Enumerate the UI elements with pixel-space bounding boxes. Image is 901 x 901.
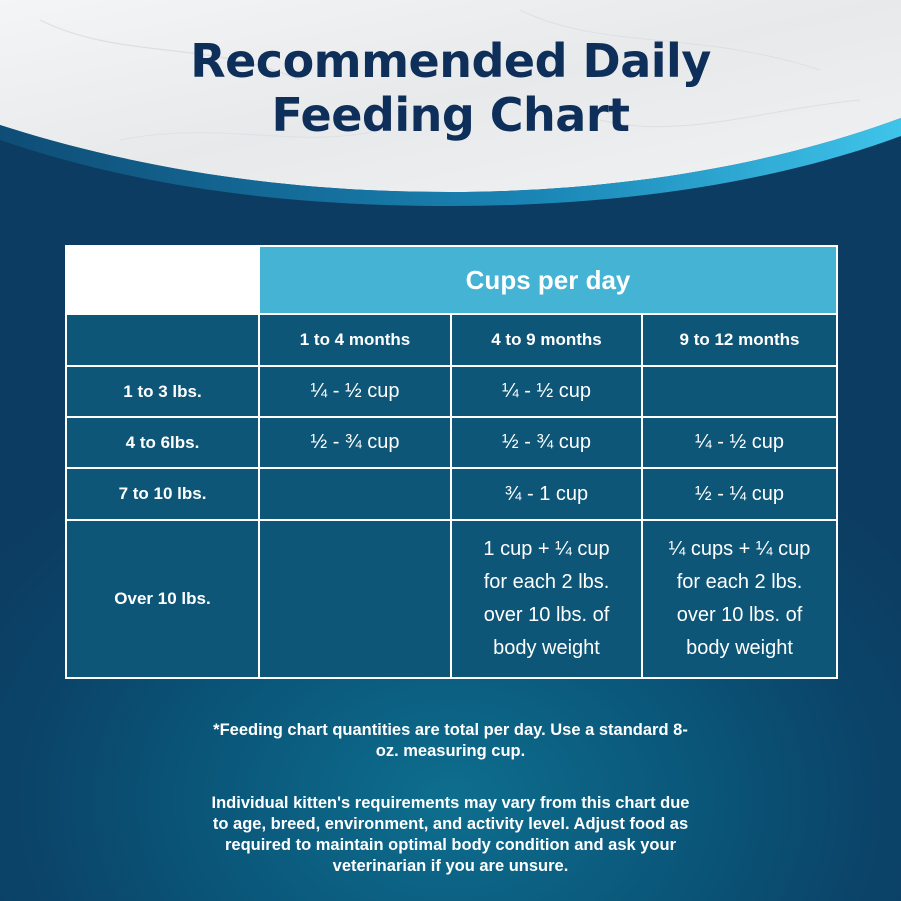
title-line-1: Recommended Daily bbox=[190, 34, 711, 88]
table-cell: 1 cup + ¼ cup for each 2 lbs. over 10 lb… bbox=[450, 518, 643, 680]
note-line: veterinarian if you are unsure. bbox=[332, 857, 569, 875]
note-line: Individual kitten's requirements may var… bbox=[211, 794, 690, 812]
marble-header-background bbox=[0, 0, 901, 206]
age-header-row: 1 to 4 months 4 to 9 months 9 to 12 mont… bbox=[65, 313, 839, 368]
table-row: 1 to 3 lbs. ¼ - ½ cup ¼ - ½ cup bbox=[65, 365, 839, 419]
table-cell bbox=[640, 365, 839, 419]
cell-line: for each 2 lbs. bbox=[483, 570, 610, 593]
age-header-9-to-12: 9 to 12 months bbox=[640, 313, 839, 368]
page-title: Recommended Daily Feeding Chart bbox=[0, 34, 901, 142]
weight-column-header: Weight in lbs. bbox=[65, 244, 260, 316]
cell-line: over 10 lbs. of bbox=[483, 603, 610, 626]
table-cell: ½ - ¼ cup bbox=[640, 467, 839, 521]
note-line: oz. measuring cup. bbox=[375, 742, 526, 760]
table-row: Over 10 lbs. 1 cup + ¼ cup for each 2 lb… bbox=[65, 518, 839, 680]
age-header-empty bbox=[65, 313, 260, 368]
cell-line: for each 2 lbs. bbox=[676, 570, 803, 593]
table-cell: ½ - ¾ cup bbox=[258, 416, 452, 470]
table-row: 4 to 6lbs. ½ - ¾ cup ½ - ¾ cup ¼ - ½ cup bbox=[65, 416, 839, 470]
weight-label: 1 to 3 lbs. bbox=[65, 365, 260, 419]
cell-line: 1 cup + ¼ cup bbox=[483, 537, 610, 560]
table-cell bbox=[258, 467, 452, 521]
table-cell: ¼ - ½ cup bbox=[640, 416, 839, 470]
cups-per-day-header: Cups per day bbox=[257, 244, 839, 316]
age-header-4-to-9: 4 to 9 months bbox=[450, 313, 643, 368]
cell-line: ¼ cups + ¼ cup bbox=[668, 537, 811, 560]
table-cell: ¾ - 1 cup bbox=[450, 467, 643, 521]
age-header-1-to-4: 1 to 4 months bbox=[258, 313, 452, 368]
cell-line: body weight bbox=[686, 636, 793, 659]
table-cell: ¼ - ½ cup bbox=[258, 365, 452, 419]
cell-line: over 10 lbs. of bbox=[676, 603, 803, 626]
feeding-chart-table: Weight in lbs. Cups per day 1 to 4 month… bbox=[65, 244, 839, 680]
table-cell: ½ - ¾ cup bbox=[450, 416, 643, 470]
weight-label: 7 to 10 lbs. bbox=[65, 467, 260, 521]
table-header-row: Weight in lbs. Cups per day bbox=[65, 244, 839, 316]
table-row: 7 to 10 lbs. ¾ - 1 cup ½ - ¼ cup bbox=[65, 467, 839, 521]
requirements-disclaimer: Individual kitten's requirements may var… bbox=[120, 793, 781, 877]
table-cell: ¼ - ½ cup bbox=[450, 365, 643, 419]
weight-label: Over 10 lbs. bbox=[65, 518, 260, 680]
cell-line: body weight bbox=[493, 636, 600, 659]
note-line: required to maintain optimal body condit… bbox=[224, 836, 677, 854]
title-line-2: Feeding Chart bbox=[271, 88, 630, 142]
measuring-cup-note: *Feeding chart quantities are total per … bbox=[120, 720, 781, 762]
note-line: to age, breed, environment, and activity… bbox=[212, 815, 689, 833]
table-cell: ¼ cups + ¼ cup for each 2 lbs. over 10 l… bbox=[640, 518, 839, 680]
weight-label: 4 to 6lbs. bbox=[65, 416, 260, 470]
note-line: *Feeding chart quantities are total per … bbox=[213, 721, 688, 739]
table-cell bbox=[258, 518, 452, 680]
